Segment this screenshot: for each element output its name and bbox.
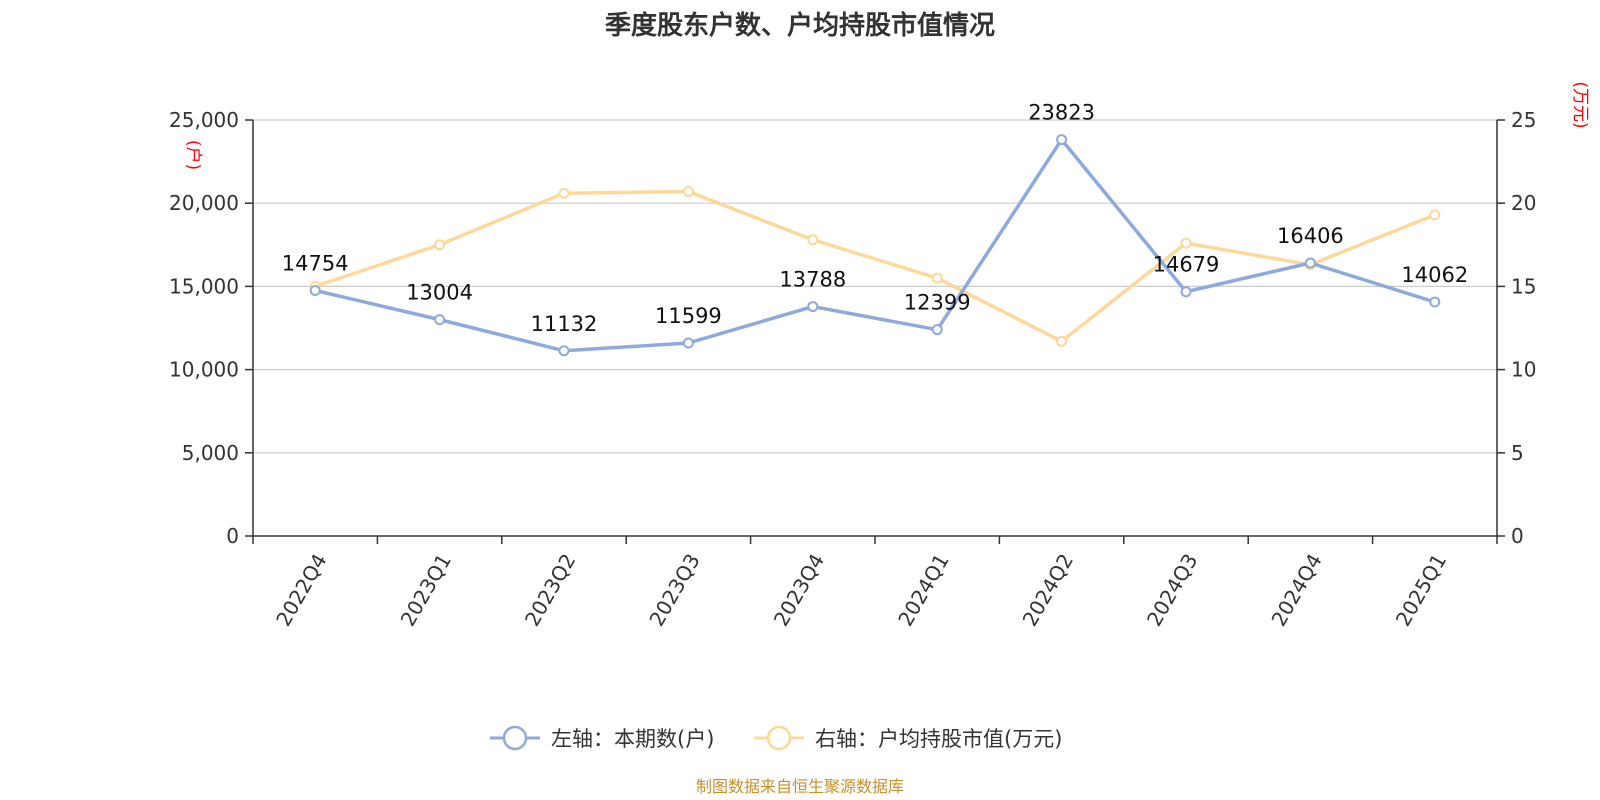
x-axis-tick-label: 2023Q1 bbox=[396, 550, 456, 631]
left-series-point bbox=[682, 337, 694, 349]
left-axis-tick-label: 10,000 bbox=[169, 358, 239, 382]
data-label: 11132 bbox=[531, 312, 598, 336]
x-axis-tick-label: 2022Q4 bbox=[271, 550, 331, 631]
data-label: 14754 bbox=[282, 251, 349, 275]
right-series-point bbox=[807, 234, 819, 246]
right-axis-tick-label: 25 bbox=[1511, 108, 1536, 132]
legend-entry-left-series: 左轴：本期数(户) bbox=[551, 727, 714, 751]
left-series-point bbox=[434, 314, 446, 326]
left-series-point bbox=[1056, 134, 1068, 146]
right-series-point bbox=[931, 272, 943, 284]
data-label: 13788 bbox=[779, 268, 846, 292]
right-axis-tick-label: 5 bbox=[1511, 441, 1524, 465]
right-axis-tick-label: 0 bbox=[1511, 524, 1524, 548]
data-label: 13004 bbox=[406, 281, 473, 305]
legend-marker-right-series bbox=[766, 725, 792, 751]
left-series-point bbox=[807, 301, 819, 313]
source-note: 制图数据来自恒生聚源数据库 bbox=[696, 777, 904, 796]
chart-title: 季度股东户数、户均持股市值情况 bbox=[605, 10, 995, 41]
left-series-point bbox=[1180, 286, 1192, 298]
right-series-point bbox=[682, 186, 694, 198]
left-axis-tick-label: 20,000 bbox=[169, 191, 239, 215]
grid-lines bbox=[253, 119, 1497, 454]
right-series-point bbox=[1056, 335, 1068, 347]
data-labels: 14754 13004 11132 11599 13788 12399 23823 14679… bbox=[282, 101, 1468, 336]
left-series-point bbox=[1304, 257, 1316, 269]
x-axis-tick-label: 2023Q2 bbox=[520, 550, 580, 631]
left-axis-unit-label: (户) bbox=[183, 140, 203, 170]
legend-entry-right-series: 右轴：户均持股市值(万元) bbox=[815, 727, 1062, 751]
right-axis-tick-label: 20 bbox=[1511, 191, 1536, 215]
data-label: 23823 bbox=[1028, 101, 1095, 125]
x-axis-tick-label: 2025Q1 bbox=[1391, 550, 1451, 631]
x-axis-tick-label: 2023Q4 bbox=[769, 550, 829, 631]
right-axis-tick-label: 10 bbox=[1511, 358, 1536, 382]
left-axis-tick-label: 25,000 bbox=[169, 108, 239, 132]
data-label: 11599 bbox=[655, 304, 722, 328]
left-axis-tick-label: 0 bbox=[226, 524, 239, 548]
x-axis-tick-label: 2024Q2 bbox=[1018, 550, 1078, 631]
x-axis-tick-label: 2023Q3 bbox=[644, 550, 704, 631]
data-label: 16406 bbox=[1277, 224, 1344, 248]
right-series-line bbox=[314, 189, 1436, 344]
right-axis-tick-label: 15 bbox=[1511, 274, 1536, 298]
series-lines bbox=[309, 134, 1441, 357]
left-axis-tick-label: 5,000 bbox=[182, 441, 239, 465]
left-series-line bbox=[314, 137, 1436, 353]
x-axis-tick-label: 2024Q1 bbox=[893, 550, 953, 631]
data-label: 14062 bbox=[1401, 263, 1468, 287]
data-label: 14679 bbox=[1153, 253, 1220, 277]
right-series-point bbox=[1180, 237, 1192, 249]
right-axis-unit-label: (万元) bbox=[1570, 81, 1590, 128]
left-series-point bbox=[309, 284, 321, 296]
x-axis-tick-label: 2024Q3 bbox=[1142, 550, 1202, 631]
right-series-point bbox=[434, 239, 446, 251]
legend-marker-left-series bbox=[502, 725, 528, 751]
left-axis-tick-label: 15,000 bbox=[169, 274, 239, 298]
left-series-point bbox=[931, 324, 943, 336]
x-axis-tick-label: 2024Q4 bbox=[1266, 550, 1326, 631]
right-series-point bbox=[1429, 209, 1441, 221]
left-series-point bbox=[1429, 296, 1441, 308]
right-series-point bbox=[558, 187, 570, 199]
left-series-point bbox=[558, 345, 570, 357]
data-label: 12399 bbox=[904, 291, 971, 315]
legend: 左轴：本期数(户) 右轴：户均持股市值(万元) bbox=[490, 725, 1062, 751]
